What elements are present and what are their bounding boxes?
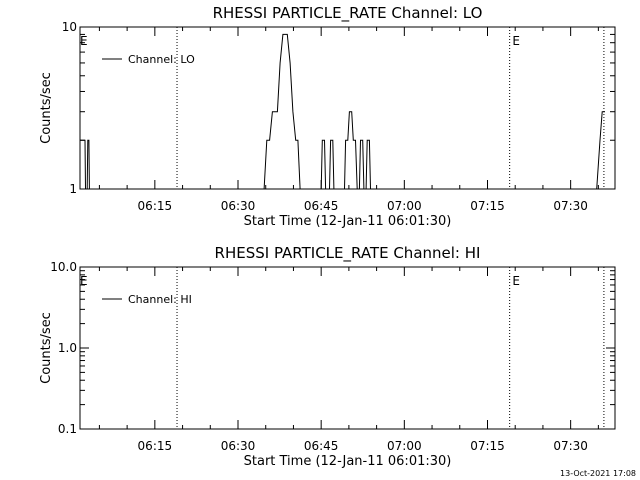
panel-lo: RHESSI PARTICLE_RATE Channel: LO 06:15 06:… [39, 4, 616, 229]
x-tick-label: 06:30 [221, 199, 256, 213]
x-tick-label: 06:15 [138, 199, 173, 213]
x-tick-label: 07:30 [553, 199, 588, 213]
y-tick-label: 1 [69, 182, 77, 196]
legend-label: Channel: HI [128, 293, 192, 306]
legend-label: Channel: LO [128, 53, 195, 66]
event-marker-label: E [512, 34, 520, 48]
series-line [80, 33, 605, 190]
x-tick-label: 07:30 [553, 439, 588, 453]
y-tick-label: 10 [62, 20, 77, 34]
y-tick-label: 0.1 [58, 422, 77, 436]
event-marker-label: E [512, 274, 520, 288]
plot-frame [79, 26, 616, 190]
event-marker-label: E [80, 34, 88, 48]
x-tick-label: 06:45 [304, 439, 339, 453]
x-tick-label: 07:00 [387, 199, 422, 213]
y-axis-label: Counts/sec [39, 312, 54, 384]
x-tick-label: 07:15 [470, 199, 505, 213]
timestamp: 13-Oct-2021 17:08 [560, 469, 636, 478]
y-tick-label: 1.0 [58, 341, 77, 355]
x-axis-label: Start Time (12-Jan-11 06:01:30) [244, 214, 452, 229]
chart-title: RHESSI PARTICLE_RATE Channel: HI [215, 244, 481, 263]
x-tick-label: 07:15 [470, 439, 505, 453]
y-axis-label: Counts/sec [39, 72, 54, 144]
panel-hi: RHESSI PARTICLE_RATE Channel: HI 06:15 06:… [39, 244, 616, 469]
event-marker-label: E [80, 274, 88, 288]
y-tick-label: 10.0 [50, 260, 77, 274]
x-tick-label: 06:15 [138, 439, 173, 453]
x-tick-label: 06:30 [221, 439, 256, 453]
x-tick-label: 06:45 [304, 199, 339, 213]
chart-title: RHESSI PARTICLE_RATE Channel: LO [213, 4, 483, 23]
x-tick-label: 07:00 [387, 439, 422, 453]
plot-frame [79, 266, 616, 430]
x-axis-label: Start Time (12-Jan-11 06:01:30) [244, 454, 452, 469]
